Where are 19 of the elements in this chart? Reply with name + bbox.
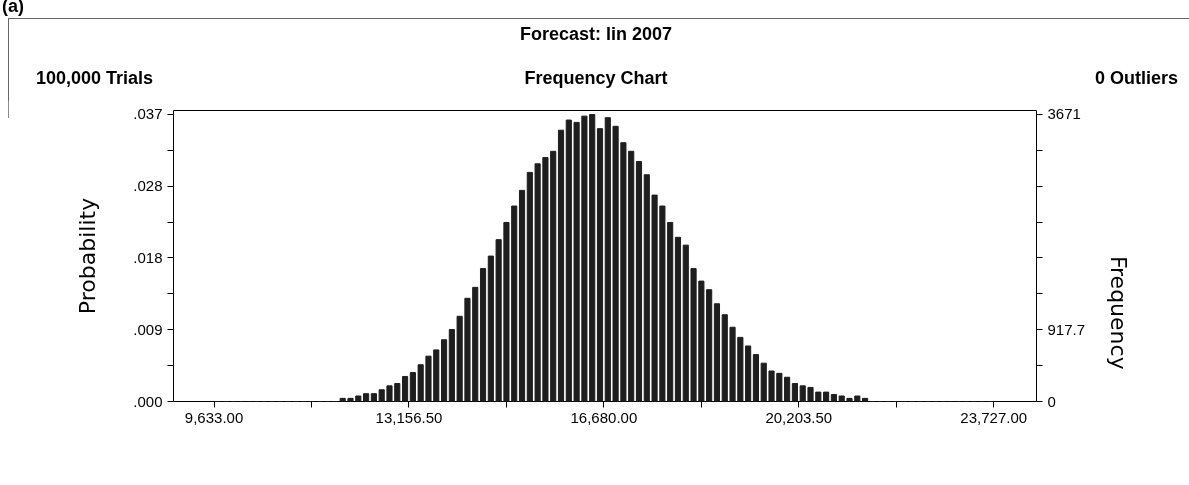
y-tick-label: .037 [133, 105, 163, 123]
x-tick-label: 13,156.50 [375, 408, 443, 426]
y2-axis-title: Frequency [1105, 256, 1131, 370]
y-tick-label: .018 [133, 248, 163, 266]
y2-tick-label: 917.7 [1047, 320, 1086, 338]
x-tick-label: 20,203.50 [765, 408, 833, 426]
y-tick-label: .028 [133, 177, 163, 195]
x-tick-label: 16,680.00 [570, 408, 638, 426]
x-tick-label: 9,633.00 [184, 408, 244, 426]
y-axis-title: Probability [75, 197, 101, 315]
chart-title: Forecast: lin 2007 [518, 23, 674, 46]
x-tick-label: 23,727.00 [960, 408, 1028, 426]
text: 0 Outliers [1094, 67, 1178, 90]
y2-tick-label: 0 [1047, 392, 1056, 410]
y2-tick-label: 3671 [1047, 105, 1081, 123]
y-tick-label: .009 [133, 320, 163, 338]
text: 100,000 Trials [36, 67, 154, 90]
chart-subtitle: Frequency Chart [523, 67, 669, 90]
y-tick-label: .000 [133, 392, 163, 410]
